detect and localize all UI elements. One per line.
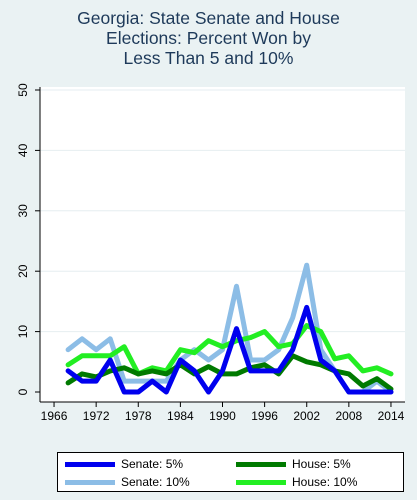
- legend-item-senate-10: Senate: 10%: [65, 473, 190, 491]
- y-tick-label: 10: [16, 325, 30, 339]
- legend-swatch: [236, 461, 286, 467]
- x-tick-label: 1966: [41, 409, 68, 423]
- x-tick-label: 1984: [167, 409, 194, 423]
- x-tick-label: 2002: [293, 409, 320, 423]
- chart-title-line-3: Less Than 5 and 10%: [123, 48, 294, 68]
- legend-item-senate-5: Senate: 5%: [65, 455, 183, 473]
- y-tick-label: 20: [16, 264, 30, 278]
- legend-item-house-5: House: 5%: [236, 455, 351, 473]
- x-tick-label: 1972: [83, 409, 110, 423]
- series-line-senate-5: [65, 304, 394, 395]
- legend-swatch: [65, 461, 115, 467]
- legend: Senate: 5% House: 5% Senate: 10% House: …: [57, 452, 404, 492]
- x-tick-label: 1990: [209, 409, 236, 423]
- legend-item-house-10: House: 10%: [236, 473, 357, 491]
- y-tick-label: 30: [16, 204, 30, 218]
- legend-label: House: 5%: [292, 457, 351, 471]
- legend-swatch: [65, 479, 115, 485]
- chart-title: Georgia: State Senate and House Election…: [0, 8, 417, 68]
- legend-swatch: [236, 479, 286, 485]
- y-tick-label: 40: [16, 143, 30, 157]
- x-tick-label: 1996: [251, 409, 278, 423]
- legend-label: House: 10%: [292, 475, 358, 489]
- x-tick-label: 2008: [335, 409, 362, 423]
- legend-label: Senate: 5%: [121, 457, 184, 471]
- line-chart: 0 10 20 30 40 50 1966 1972 1978 1984 1990 1996 2002 2…: [16, 83, 405, 423]
- legend-label: Senate: 10%: [121, 475, 190, 489]
- x-tick-label: 2014: [378, 409, 405, 423]
- y-tick-label: 50: [16, 83, 30, 97]
- x-tick-label: 1978: [125, 409, 152, 423]
- chart-title-line-1: Georgia: State Senate and House: [77, 8, 340, 28]
- y-tick-label: 0: [16, 388, 30, 395]
- chart-title-line-2: Elections: Percent Won by: [106, 28, 311, 48]
